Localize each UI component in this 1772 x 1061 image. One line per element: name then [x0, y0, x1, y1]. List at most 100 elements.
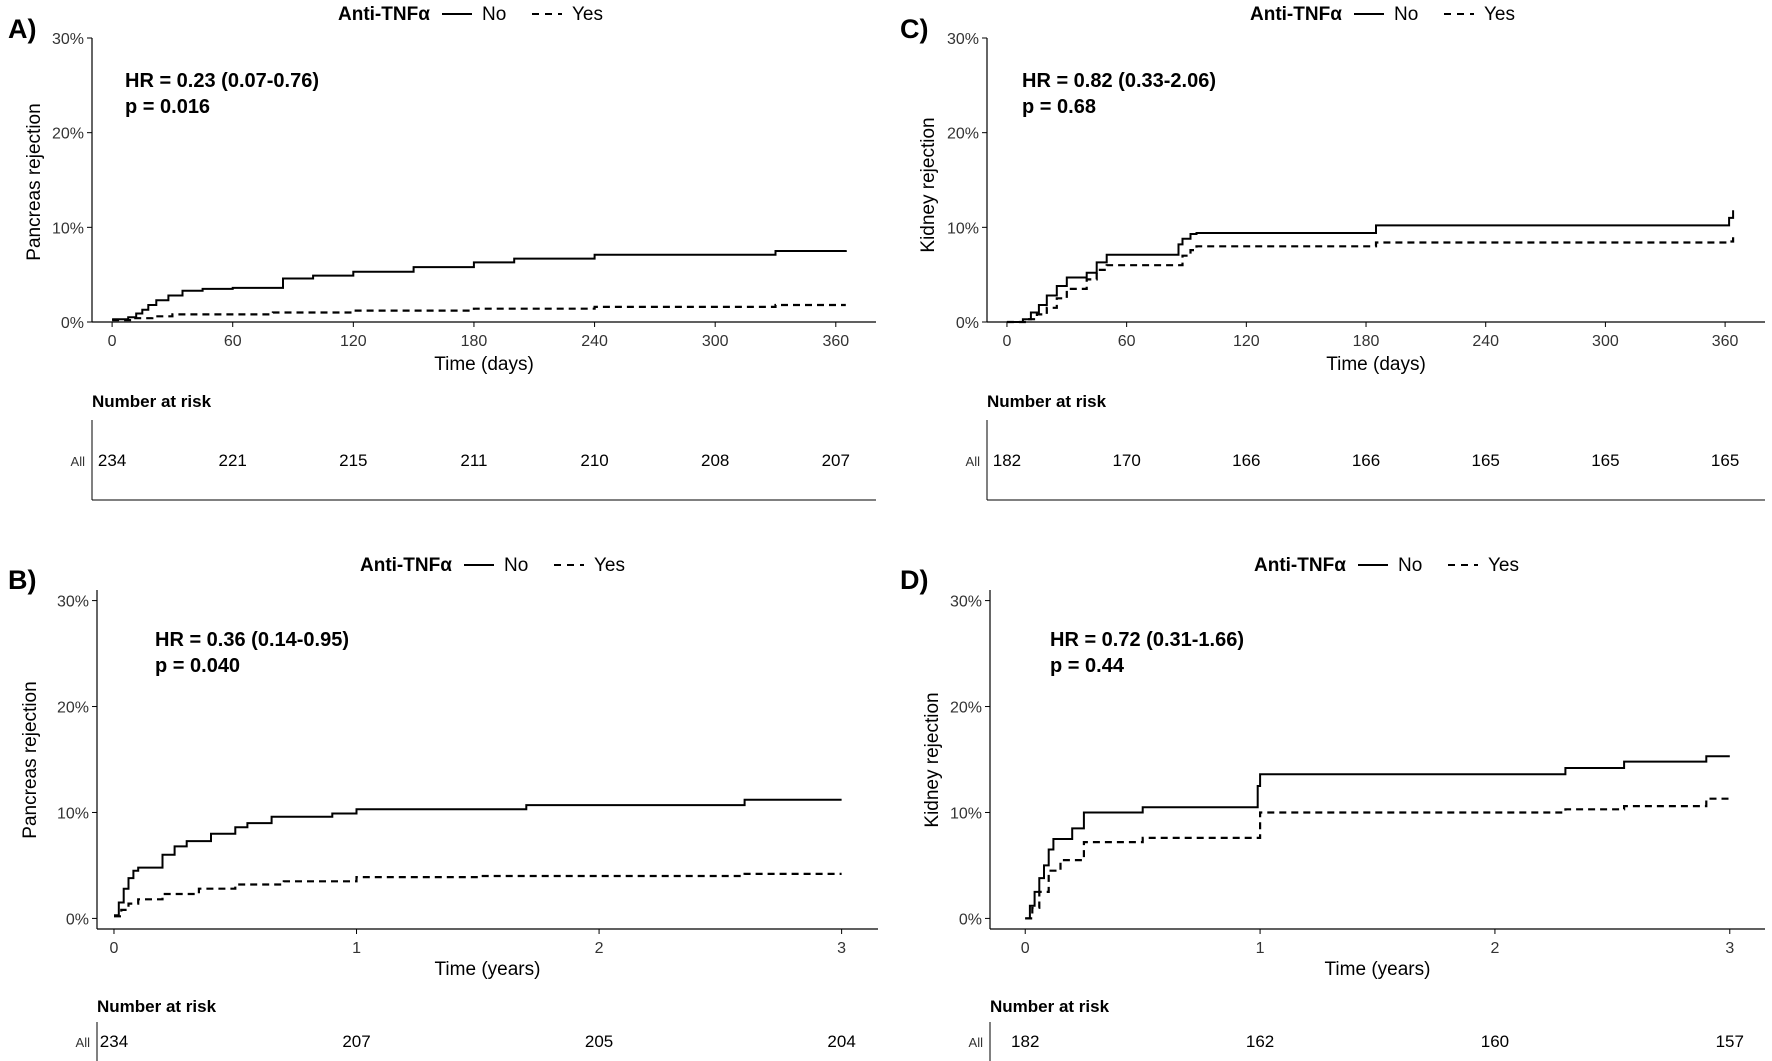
legend-label-no: No	[504, 555, 528, 576]
legend-label-yes: Yes	[572, 4, 603, 25]
x-axis-label: Time (years)	[1325, 959, 1431, 980]
x-tick-label: 3	[837, 940, 846, 957]
panel-label: B)	[8, 565, 37, 595]
series-line-no	[114, 798, 842, 917]
series-line-yes	[1006, 234, 1735, 324]
risk-count: 160	[1481, 1032, 1509, 1051]
y-tick-label: 20%	[57, 700, 89, 717]
risk-row-label: All	[969, 1035, 984, 1050]
y-tick-label: 10%	[947, 220, 979, 237]
panel-label: A)	[8, 14, 37, 44]
risk-count: 165	[1711, 451, 1739, 470]
risk-count: 234	[100, 1032, 128, 1051]
risk-count: 182	[993, 451, 1021, 470]
x-tick-label: 1	[352, 940, 361, 957]
x-tick-label: 120	[1233, 333, 1260, 350]
legend-label-no: No	[1394, 4, 1418, 25]
x-tick-label: 300	[1592, 333, 1619, 350]
y-tick-label: 0%	[956, 315, 979, 332]
series-line-no	[1025, 755, 1730, 920]
series-line-yes	[112, 303, 846, 322]
p-annotation: p = 0.016	[125, 96, 210, 118]
risk-count: 204	[827, 1032, 855, 1051]
risk-count: 182	[1011, 1032, 1039, 1051]
y-tick-label: 30%	[57, 594, 89, 611]
x-tick-label: 0	[110, 940, 119, 957]
p-annotation: p = 0.44	[1050, 655, 1125, 677]
y-tick-label: 30%	[52, 31, 84, 48]
risk-row-label: All	[76, 1035, 91, 1050]
x-tick-label: 2	[595, 940, 604, 957]
x-tick-label: 60	[224, 333, 242, 350]
series-line-yes	[1025, 797, 1730, 920]
risk-count: 208	[701, 451, 729, 470]
series-line-no	[1006, 210, 1735, 323]
hr-annotation: HR = 0.82 (0.33-2.06)	[1022, 70, 1216, 92]
risk-row-label: All	[71, 454, 86, 469]
y-tick-label: 0%	[61, 315, 84, 332]
x-tick-label: 240	[581, 333, 608, 350]
y-tick-label: 10%	[950, 805, 982, 822]
panel-label: C)	[900, 14, 929, 44]
risk-table-title: Number at risk	[92, 392, 212, 411]
y-tick-label: 20%	[52, 126, 84, 143]
y-tick-label: 0%	[66, 911, 89, 928]
y-axis-label: Pancreas rejection	[24, 103, 45, 260]
y-tick-label: 30%	[950, 594, 982, 611]
x-tick-label: 360	[822, 333, 849, 350]
x-tick-label: 3	[1725, 940, 1734, 957]
risk-count: 207	[822, 451, 850, 470]
risk-count: 157	[1716, 1032, 1744, 1051]
risk-count: 211	[460, 451, 487, 470]
x-tick-label: 2	[1490, 940, 1499, 957]
x-tick-label: 0	[1021, 940, 1030, 957]
risk-count: 221	[219, 451, 247, 470]
p-annotation: p = 0.040	[155, 655, 240, 677]
legend-title: Anti-TNFα	[1250, 4, 1342, 25]
legend-title: Anti-TNFα	[1254, 555, 1346, 576]
series-line-no	[112, 250, 847, 321]
legend-title: Anti-TNFα	[338, 4, 430, 25]
hr-annotation: HR = 0.23 (0.07-0.76)	[125, 70, 319, 92]
x-axis-label: Time (days)	[434, 354, 534, 375]
y-axis-label: Kidney rejection	[922, 692, 943, 827]
risk-table-title: Number at risk	[97, 997, 217, 1016]
legend-title: Anti-TNFα	[360, 555, 452, 576]
risk-count: 166	[1352, 451, 1380, 470]
series-line-yes	[114, 872, 842, 918]
hr-annotation: HR = 0.72 (0.31-1.66)	[1050, 629, 1244, 651]
y-tick-label: 20%	[947, 126, 979, 143]
legend-label-no: No	[482, 4, 506, 25]
risk-count: 210	[580, 451, 608, 470]
x-tick-label: 360	[1712, 333, 1739, 350]
x-axis-label: Time (years)	[435, 959, 541, 980]
risk-count: 207	[342, 1032, 370, 1051]
risk-table-title: Number at risk	[987, 392, 1107, 411]
risk-count: 166	[1232, 451, 1260, 470]
x-tick-label: 0	[108, 333, 117, 350]
x-tick-label: 240	[1472, 333, 1499, 350]
legend-label-no: No	[1398, 555, 1422, 576]
x-tick-label: 0	[1002, 333, 1011, 350]
risk-count: 165	[1591, 451, 1619, 470]
x-axis-label: Time (days)	[1326, 354, 1426, 375]
risk-count: 205	[585, 1032, 613, 1051]
risk-table-title: Number at risk	[990, 997, 1110, 1016]
y-axis-label: Kidney rejection	[918, 117, 939, 252]
x-tick-label: 120	[340, 333, 367, 350]
legend-label-yes: Yes	[594, 555, 625, 576]
x-tick-label: 60	[1118, 333, 1136, 350]
legend-label-yes: Yes	[1484, 4, 1515, 25]
legend-label-yes: Yes	[1488, 555, 1519, 576]
panel-label: D)	[900, 565, 929, 595]
risk-count: 165	[1472, 451, 1500, 470]
p-annotation: p = 0.68	[1022, 96, 1096, 118]
y-tick-label: 0%	[959, 911, 982, 928]
y-tick-label: 30%	[947, 31, 979, 48]
risk-count: 170	[1112, 451, 1140, 470]
y-tick-label: 10%	[52, 220, 84, 237]
risk-row-label: All	[966, 454, 981, 469]
x-tick-label: 180	[1353, 333, 1380, 350]
x-tick-label: 300	[702, 333, 729, 350]
